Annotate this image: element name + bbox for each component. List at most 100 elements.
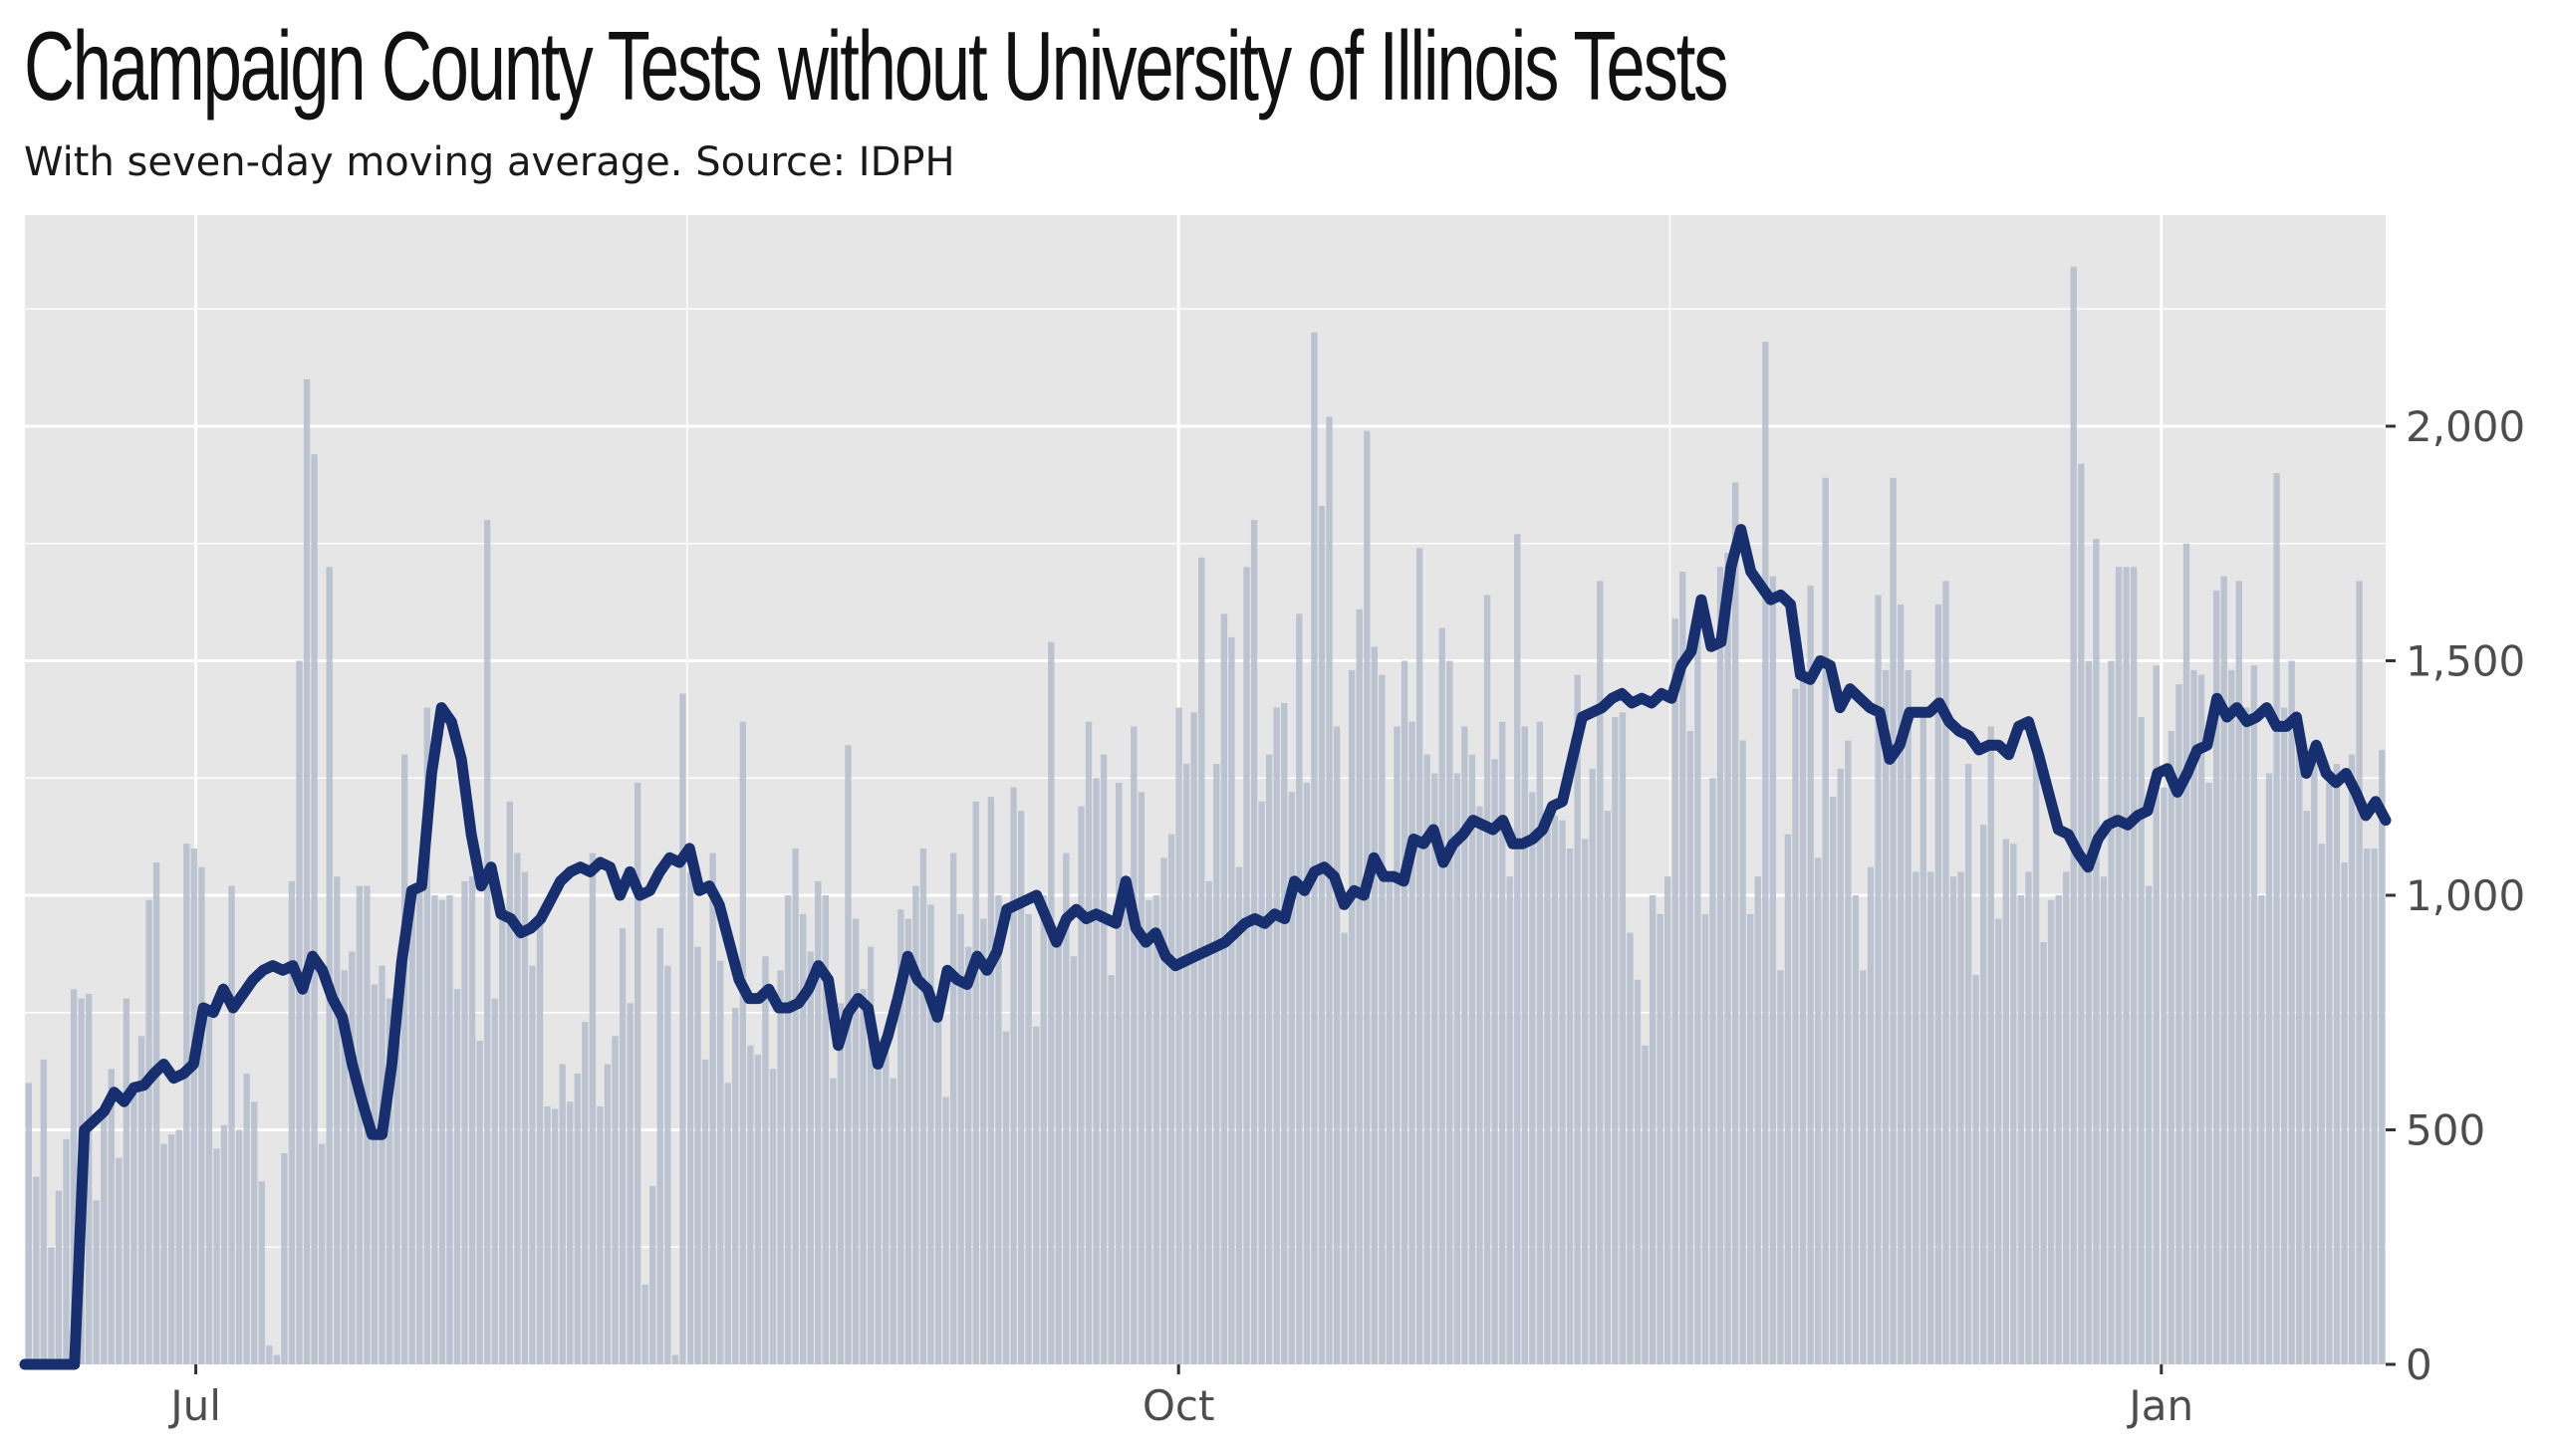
bar [137,1036,145,1364]
bar [1401,660,1408,1364]
bar [1980,825,1987,1364]
bar [1822,477,1829,1364]
bar [1085,721,1093,1364]
bar [2220,576,2227,1364]
bar [792,848,799,1364]
bar [1612,716,1619,1364]
bar [724,1083,731,1364]
bar [1182,764,1190,1364]
bar [1814,857,1822,1364]
bar [1423,754,1430,1364]
bar [1642,1045,1649,1364]
bar [800,913,807,1364]
bar [1905,669,1912,1364]
bar [1326,416,1333,1364]
bar [1724,553,1731,1364]
bar [627,1003,634,1364]
bar [1716,567,1724,1364]
moving-average-line [19,524,2392,1370]
bar [1303,782,1311,1364]
bar [63,1138,70,1364]
bar [1498,721,1506,1364]
bar [1250,520,1258,1364]
bar [1002,1031,1010,1364]
bar [2123,567,2130,1364]
bar [2040,942,2047,1364]
bar [567,1101,574,1364]
bar [2250,665,2258,1364]
bar [1830,797,1837,1364]
bar [506,801,514,1364]
bar [1679,571,1686,1364]
bar [1671,618,1678,1364]
bar [784,894,792,1364]
bar [1017,811,1025,1364]
bar [1777,970,1784,1364]
bar [1131,726,1138,1364]
bar [1927,871,1934,1364]
bar [1116,782,1123,1364]
bar [589,852,597,1364]
bar [1754,876,1761,1364]
bar [2078,463,2085,1364]
bar [1108,975,1115,1364]
bar [1167,834,1175,1364]
bar [671,1354,679,1364]
bar [1972,975,1979,1364]
bar [1408,721,1415,1364]
bar [1574,674,1581,1364]
bar [349,951,356,1364]
bar [101,1110,108,1364]
bar [769,1069,777,1364]
bar [476,1040,483,1364]
bar [2168,731,2175,1364]
bar [641,1284,648,1364]
bar [2326,782,2333,1364]
bar [649,1186,656,1364]
bar [2138,716,2145,1364]
bar [2070,266,2077,1364]
bar [830,1078,837,1364]
bar [1220,613,1228,1364]
bar [514,852,521,1364]
bar [875,1055,882,1364]
bar [1160,857,1167,1364]
bar [2243,707,2250,1364]
bar [2379,749,2386,1364]
bar [2197,674,2205,1364]
bar [904,918,912,1364]
bar [70,989,78,1364]
bar [656,927,663,1364]
bar [116,1157,123,1364]
bar [152,862,160,1364]
bar [582,1022,589,1364]
bar [1657,913,1663,1364]
bar [175,1129,182,1364]
bar [1415,548,1423,1364]
bar [1438,627,1445,1364]
bar [1288,792,1295,1364]
bar [2063,871,2070,1364]
bar [1551,815,1559,1364]
bar [243,1073,250,1364]
bar [1747,913,1754,1364]
bar [1146,899,1152,1364]
bar [574,1073,581,1364]
bar [145,899,152,1364]
bar [2205,782,2212,1364]
bar [1852,894,1860,1364]
bar [1919,716,1926,1364]
bar [1063,852,1070,1364]
bar [93,1200,100,1364]
bar [1867,866,1875,1364]
bar [48,1247,55,1364]
bar [1235,866,1243,1364]
bar [311,454,318,1364]
bar [2356,581,2363,1364]
bar [40,1059,48,1364]
bar [1559,820,1566,1364]
bar [1627,932,1634,1364]
bar [334,876,341,1364]
bar [1949,876,1957,1364]
